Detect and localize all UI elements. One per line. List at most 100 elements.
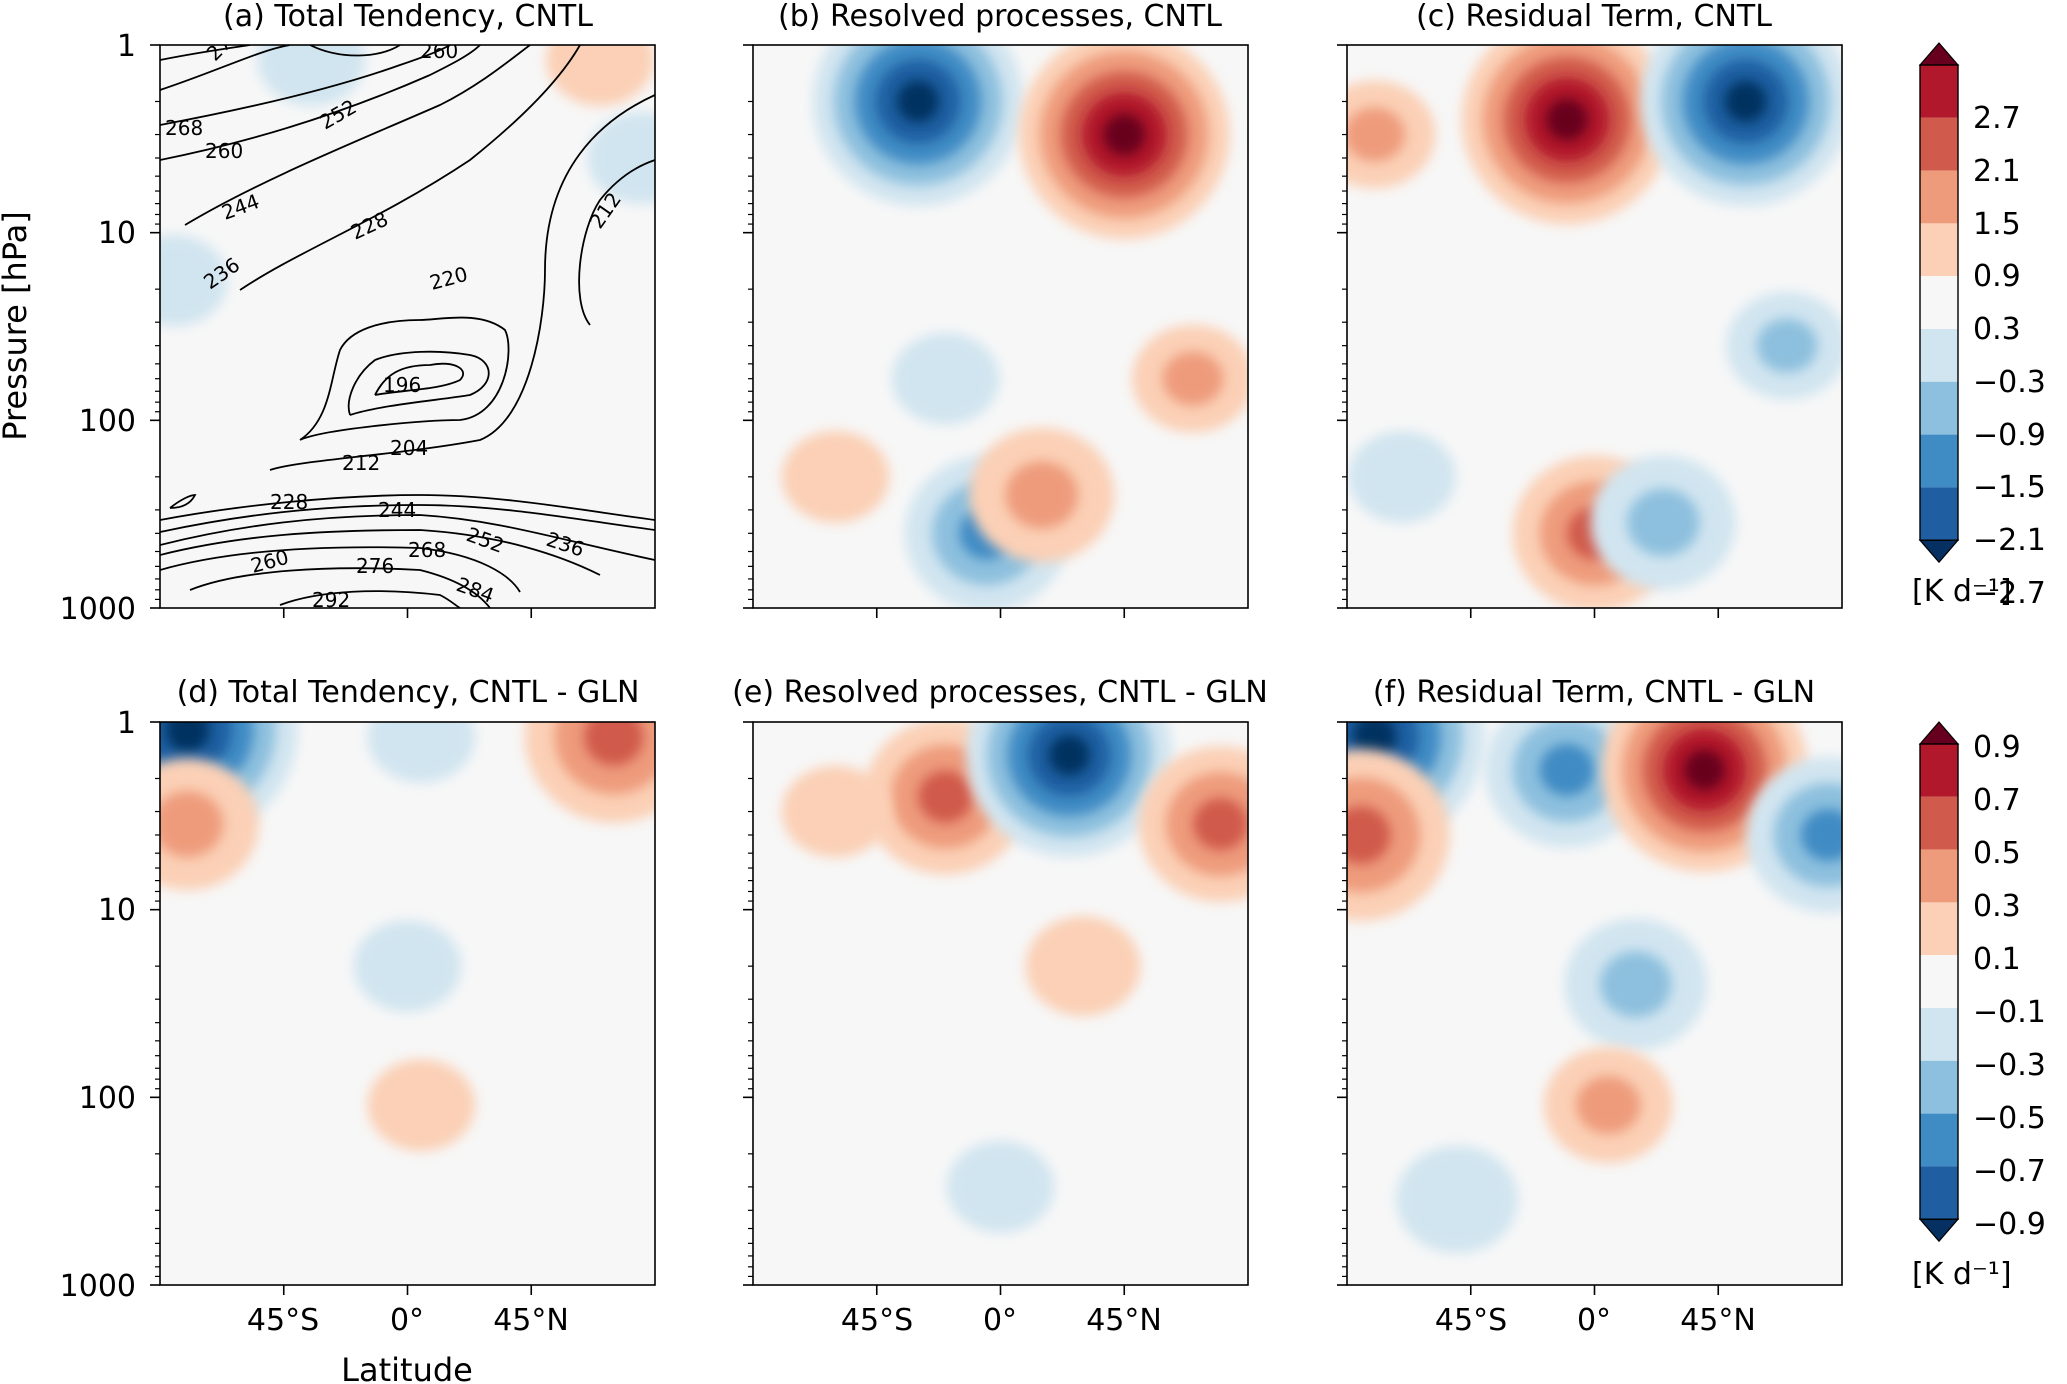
colorbar-bottom-tick: −0.1 [1973, 995, 2046, 1030]
heatmap-cell [781, 765, 890, 858]
colorbar-top-tick: 0.9 [1973, 259, 2021, 294]
heatmap-cell [367, 722, 476, 783]
contour-line [160, 45, 481, 161]
colorbar-bottom-tick: 0.7 [1973, 783, 2021, 818]
colorbar-extend-min [1918, 1218, 1960, 1243]
colorbar-bottom-tick: −0.5 [1973, 1101, 2046, 1136]
heatmap-cell [1025, 916, 1141, 1017]
heatmap-cell [918, 770, 973, 823]
panel-a-title: (a) Total Tendency, CNTL [223, 0, 593, 34]
y-tick-label: 1 [117, 29, 136, 64]
panel-e [752, 721, 1249, 1286]
heatmap-cell [1800, 808, 1842, 861]
heatmap-cell [1162, 351, 1224, 406]
contour-line [160, 529, 601, 576]
heatmap-cell [1756, 318, 1818, 373]
panel-a: 276 260 268 260 252 244 228 212 236 220 … [159, 39, 656, 612]
contour-line [160, 514, 655, 561]
contour-line [347, 350, 490, 416]
x-tick-label: 45°S [1435, 1303, 1507, 1338]
colorbar-top-tick: 0.3 [1973, 312, 2021, 347]
colorbar-top-tick: 2.1 [1973, 154, 2021, 189]
heatmap-cell [1347, 806, 1391, 864]
heatmap-cell [367, 1059, 476, 1152]
y-tick-label: 10 [98, 216, 136, 251]
colorbar-bottom-tick: −0.3 [1973, 1048, 2046, 1083]
panel-c-title: (c) Residual Term, CNTL [1416, 0, 1772, 34]
panel-f [1346, 721, 1843, 1286]
panel-a-contours [160, 45, 655, 608]
colorbar-segment [1920, 434, 1958, 488]
heatmap-cell [587, 112, 655, 204]
heatmap-cell [1683, 749, 1726, 791]
panel-c [1346, 44, 1843, 609]
colorbar-extend-max [1918, 721, 1960, 745]
x-tick-label: 45°N [493, 1303, 569, 1338]
heatmap-cell [1539, 743, 1595, 796]
colorbar-segment [1920, 170, 1958, 224]
colorbar-segment [1920, 1060, 1958, 1114]
panel-b-fill [781, 45, 1248, 608]
y-tick-label: 1 [117, 706, 136, 741]
panel-b-title: (b) Resolved processes, CNTL [778, 0, 1222, 34]
contour-line [169, 494, 197, 509]
colorbar-segment [1920, 1113, 1958, 1167]
heatmap-cell [1724, 80, 1767, 123]
contour-label: 196 [383, 373, 421, 397]
colorbar-segment [1920, 276, 1958, 329]
heatmap-cell [160, 791, 224, 858]
y-tick-label: 1000 [60, 1269, 136, 1304]
colorbar-top-tick: 1.5 [1973, 207, 2021, 242]
contour-line [578, 159, 655, 326]
panel-b [752, 44, 1249, 609]
panel-c-fill [1347, 45, 1842, 608]
contour-label: 260 [420, 39, 458, 63]
colorbar-segment [1920, 487, 1958, 541]
heatmap-cell [160, 234, 228, 327]
panel-f-fill [1347, 722, 1842, 1254]
heatmap-cell [1048, 734, 1090, 776]
heatmap-cell [896, 80, 940, 123]
y-tick-label: 1000 [60, 592, 136, 627]
contour-line [239, 45, 581, 291]
contour-line [160, 45, 251, 61]
x-axis-label: Latitude [341, 1351, 473, 1384]
y-tick-label: 100 [79, 404, 136, 439]
contour-label: 204 [390, 436, 428, 460]
y-tick-label: 100 [79, 1081, 136, 1116]
contour-line [160, 504, 655, 533]
contour-label: 268 [165, 116, 203, 140]
contour-label: 276 [356, 554, 394, 578]
colorbar-frame [1919, 64, 1959, 541]
contour-label: 292 [312, 588, 350, 612]
heatmap-cell [1576, 1076, 1641, 1135]
x-tick-label: 0° [390, 1303, 424, 1338]
contour-line [160, 494, 655, 521]
colorbar-segment [1920, 796, 1958, 850]
colorbar-bottom-tick: −0.9 [1973, 1207, 2046, 1242]
colorbar-segment [1920, 902, 1958, 956]
colorbar-segment [1920, 849, 1958, 903]
x-tick-label: 45°N [1086, 1303, 1162, 1338]
contour-line [299, 316, 510, 441]
colorbar-segment [1920, 955, 1958, 1008]
x-tick-label: 45°N [1680, 1303, 1756, 1338]
heatmap-cell [781, 430, 890, 523]
heatmap-cell [257, 45, 366, 106]
contour-line [184, 45, 531, 226]
contour-label: 244 [378, 498, 416, 522]
heatmap-cell [891, 332, 1000, 425]
heatmap-cell [1103, 113, 1146, 156]
colorbar-top-tick: −2.1 [1973, 523, 2046, 558]
heatmap-cell [1193, 798, 1248, 851]
colorbar-extend-min [1918, 539, 1960, 564]
panel-a-background [160, 45, 655, 608]
heatmap-cell [1626, 488, 1700, 557]
x-tick-label: 0° [983, 1303, 1017, 1338]
colorbar-segment [1920, 223, 1958, 277]
colorbar-bottom [1918, 721, 1960, 1243]
panel-d-title: (d) Total Tendency, CNTL - GLN [177, 675, 640, 710]
colorbar-frame [1919, 743, 1959, 1220]
heatmap-cell [1005, 461, 1079, 529]
